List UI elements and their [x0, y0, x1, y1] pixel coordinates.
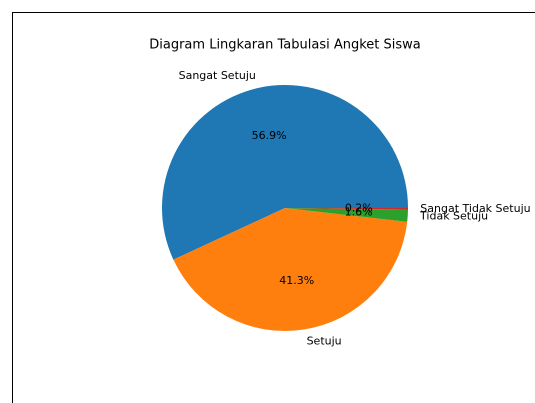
pie-wedge — [161, 84, 409, 260]
percent-label: 0.2% — [345, 201, 373, 214]
percent-label: 1.6% — [345, 206, 373, 219]
slice-label: Tidak Setuju — [419, 209, 488, 222]
slice-label: Setuju — [307, 335, 342, 348]
slice-label: Sangat Setuju — [179, 69, 256, 82]
percent-label: 41.3% — [279, 274, 314, 287]
pie-wedge — [173, 208, 408, 332]
pie-wedge — [285, 208, 408, 210]
pie-wedge — [285, 208, 408, 222]
percent-label: 56.9% — [252, 129, 287, 142]
slice-label: Sangat Tidak Setuju — [420, 202, 530, 215]
chart-title: Diagram Lingkaran Tabulasi Angket Siswa — [149, 38, 421, 53]
